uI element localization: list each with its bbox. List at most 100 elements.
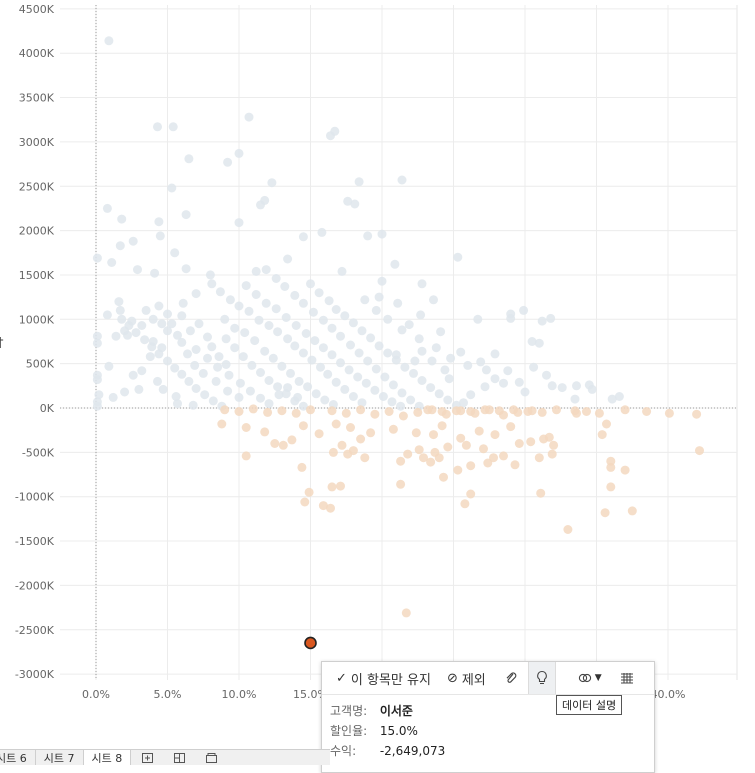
- data-point[interactable]: [396, 456, 406, 466]
- data-point[interactable]: [281, 389, 291, 399]
- data-point[interactable]: [606, 462, 616, 472]
- data-point[interactable]: [344, 365, 354, 375]
- data-point[interactable]: [547, 381, 557, 391]
- data-point[interactable]: [102, 203, 112, 213]
- data-point[interactable]: [137, 321, 147, 330]
- data-point[interactable]: [314, 288, 324, 298]
- data-point[interactable]: [298, 232, 308, 242]
- data-point[interactable]: [380, 372, 390, 382]
- data-point[interactable]: [194, 319, 204, 329]
- data-point[interactable]: [117, 314, 127, 324]
- data-point[interactable]: [336, 358, 345, 368]
- data-point[interactable]: [506, 309, 516, 319]
- data-point[interactable]: [346, 340, 355, 350]
- data-point[interactable]: [413, 407, 423, 417]
- data-point[interactable]: [584, 380, 594, 390]
- data-point[interactable]: [283, 254, 293, 264]
- data-point[interactable]: [300, 497, 310, 507]
- data-point[interactable]: [427, 356, 437, 366]
- data-point[interactable]: [247, 360, 257, 370]
- data-point[interactable]: [503, 366, 513, 376]
- data-point[interactable]: [108, 392, 118, 402]
- data-point[interactable]: [114, 297, 124, 307]
- data-point[interactable]: [514, 439, 524, 448]
- data-point[interactable]: [267, 178, 277, 188]
- data-point[interactable]: [183, 349, 192, 359]
- data-point[interactable]: [429, 295, 438, 305]
- data-point[interactable]: [323, 369, 333, 379]
- data-point[interactable]: [620, 405, 630, 415]
- data-point[interactable]: [354, 177, 364, 187]
- data-point[interactable]: [260, 346, 270, 356]
- data-point[interactable]: [534, 453, 544, 463]
- data-point[interactable]: [484, 405, 494, 415]
- data-point[interactable]: [606, 456, 616, 466]
- data-point[interactable]: [238, 352, 248, 362]
- data-point[interactable]: [133, 265, 142, 275]
- data-point[interactable]: [128, 370, 138, 380]
- data-point[interactable]: [281, 313, 291, 322]
- data-point[interactable]: [499, 410, 508, 420]
- data-point[interactable]: [460, 499, 470, 509]
- data-point[interactable]: [483, 458, 493, 468]
- data-point[interactable]: [191, 384, 201, 393]
- data-point[interactable]: [224, 370, 234, 380]
- data-point[interactable]: [280, 282, 290, 291]
- data-point[interactable]: [211, 376, 221, 386]
- data-point[interactable]: [200, 390, 210, 400]
- data-point[interactable]: [480, 382, 490, 392]
- data-point[interactable]: [384, 407, 394, 416]
- data-point[interactable]: [370, 409, 380, 419]
- data-point[interactable]: [145, 352, 155, 362]
- data-point[interactable]: [343, 196, 353, 206]
- data-point[interactable]: [443, 442, 453, 452]
- data-point[interactable]: [328, 447, 338, 457]
- data-point[interactable]: [354, 348, 364, 358]
- data-point[interactable]: [117, 214, 127, 224]
- data-point[interactable]: [431, 343, 441, 353]
- data-point[interactable]: [536, 488, 546, 498]
- data-point[interactable]: [225, 295, 235, 305]
- data-point[interactable]: [479, 444, 488, 454]
- data-point[interactable]: [263, 407, 273, 417]
- data-point[interactable]: [473, 314, 483, 324]
- data-point[interactable]: [417, 279, 427, 289]
- data-point[interactable]: [446, 353, 456, 363]
- data-point[interactable]: [92, 253, 102, 263]
- data-point[interactable]: [320, 395, 330, 405]
- data-point[interactable]: [301, 329, 311, 338]
- data-point[interactable]: [92, 331, 102, 341]
- data-point[interactable]: [514, 377, 524, 387]
- data-point[interactable]: [350, 199, 360, 209]
- data-point[interactable]: [298, 348, 308, 358]
- data-point[interactable]: [261, 298, 271, 308]
- data-point[interactable]: [594, 408, 604, 418]
- selected-data-point[interactable]: [304, 636, 317, 650]
- data-point[interactable]: [440, 365, 450, 375]
- data-point[interactable]: [241, 281, 251, 291]
- data-point[interactable]: [274, 390, 284, 400]
- exclude-button[interactable]: ⊘ 제외: [441, 662, 492, 694]
- data-point[interactable]: [230, 323, 240, 333]
- data-point[interactable]: [317, 227, 327, 237]
- data-point[interactable]: [177, 337, 187, 347]
- data-point[interactable]: [168, 122, 178, 132]
- data-point[interactable]: [115, 241, 125, 251]
- data-point[interactable]: [141, 305, 151, 315]
- keep-only-button[interactable]: ✓ 이 항목만 유지: [330, 662, 437, 694]
- data-point[interactable]: [287, 435, 297, 445]
- data-point[interactable]: [426, 457, 436, 467]
- data-point[interactable]: [346, 423, 355, 432]
- data-point[interactable]: [208, 396, 218, 406]
- data-point[interactable]: [597, 430, 607, 440]
- data-point[interactable]: [426, 383, 436, 393]
- data-point[interactable]: [416, 310, 426, 320]
- data-point[interactable]: [307, 355, 317, 365]
- data-point[interactable]: [466, 461, 476, 471]
- data-point[interactable]: [606, 482, 616, 492]
- data-point[interactable]: [343, 449, 353, 459]
- data-point[interactable]: [157, 319, 167, 329]
- data-point[interactable]: [298, 401, 308, 411]
- data-point[interactable]: [434, 453, 444, 463]
- data-point[interactable]: [439, 472, 448, 482]
